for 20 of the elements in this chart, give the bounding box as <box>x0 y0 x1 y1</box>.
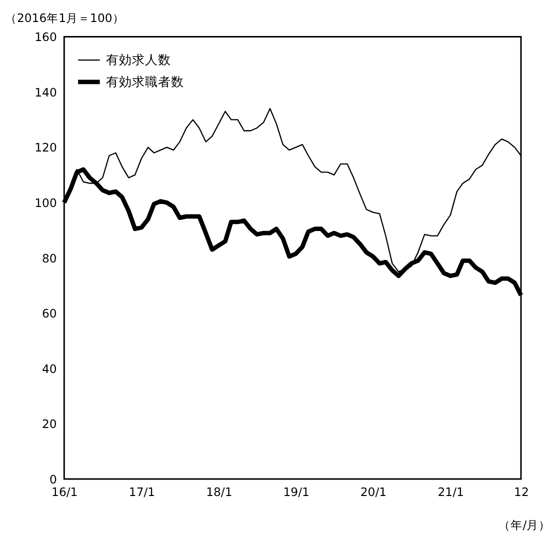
y-tick-label: 0 <box>49 472 57 486</box>
chart-title: （2016年1月＝100） <box>4 11 124 26</box>
y-tick-label: 20 <box>42 417 57 432</box>
y-tick-label: 60 <box>42 306 57 321</box>
x-tick-label: 19/1 <box>283 485 310 500</box>
legend-label: 有効求職者数 <box>106 74 184 89</box>
legend-label: 有効求人数 <box>106 52 171 67</box>
x-tick-label: 17/1 <box>128 485 156 500</box>
x-axis-title: （年/月） <box>498 518 551 532</box>
y-tick-label: 140 <box>34 85 57 100</box>
x-tick-label: 12 <box>514 485 529 500</box>
x-tick-label: 20/1 <box>360 485 387 500</box>
y-tick-label: 40 <box>42 362 57 376</box>
x-tick-label: 21/1 <box>438 485 464 500</box>
y-tick-label: 100 <box>34 196 57 210</box>
y-tick-label: 120 <box>34 140 57 155</box>
y-tick-label: 80 <box>42 251 57 266</box>
y-tick-label: 160 <box>34 30 57 44</box>
x-tick-label: 16/1 <box>52 485 78 500</box>
x-tick-label: 18/1 <box>206 485 232 500</box>
